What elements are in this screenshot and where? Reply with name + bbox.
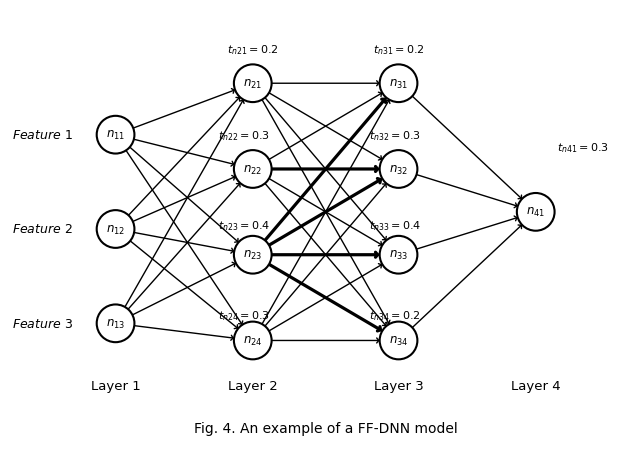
Text: Layer 3: Layer 3 [374, 379, 424, 392]
Text: $t_{{n23}} = 0.4$: $t_{{n23}} = 0.4$ [218, 218, 271, 232]
Circle shape [380, 322, 417, 359]
Circle shape [234, 65, 271, 103]
Text: $n_{13}$: $n_{13}$ [106, 317, 125, 330]
Text: $t_{{n21}} = 0.2$: $t_{{n21}} = 0.2$ [227, 43, 278, 57]
Text: $n_{21}$: $n_{21}$ [243, 78, 262, 90]
Text: $n_{31}$: $n_{31}$ [389, 78, 408, 90]
Text: $n_{32}$: $n_{32}$ [389, 163, 408, 176]
Text: $t_{{n32}} = 0.3$: $t_{{n32}} = 0.3$ [369, 129, 420, 142]
Text: $n_{22}$: $n_{22}$ [243, 163, 262, 176]
Text: $\mathit{Feature\ 3}$: $\mathit{Feature\ 3}$ [12, 317, 73, 330]
Text: $n_{33}$: $n_{33}$ [389, 249, 408, 262]
Text: $\mathit{Feature\ 1}$: $\mathit{Feature\ 1}$ [12, 129, 73, 142]
Text: $n_{41}$: $n_{41}$ [526, 206, 545, 219]
Text: Layer 1: Layer 1 [91, 379, 140, 392]
Text: $n_{34}$: $n_{34}$ [389, 334, 408, 347]
Text: $t_{{n34}} = 0.2$: $t_{{n34}} = 0.2$ [369, 308, 420, 322]
Circle shape [97, 117, 134, 154]
Circle shape [380, 65, 417, 103]
Text: $t_{{n22}} = 0.3$: $t_{{n22}} = 0.3$ [218, 129, 270, 142]
Text: Layer 2: Layer 2 [228, 379, 278, 392]
Circle shape [380, 236, 417, 274]
Circle shape [380, 151, 417, 189]
Text: $t_{{n31}} = 0.2$: $t_{{n31}} = 0.2$ [373, 43, 424, 57]
Text: Layer 4: Layer 4 [511, 379, 561, 392]
Text: $t_{{n24}} = 0.3$: $t_{{n24}} = 0.3$ [218, 308, 270, 322]
Text: $n_{23}$: $n_{23}$ [243, 249, 262, 262]
Text: $n_{12}$: $n_{12}$ [106, 223, 125, 236]
Text: $n_{24}$: $n_{24}$ [243, 334, 262, 347]
Circle shape [234, 322, 271, 359]
Circle shape [97, 211, 134, 248]
Circle shape [234, 151, 271, 189]
Text: $t_{{n33}} = 0.4$: $t_{{n33}} = 0.4$ [369, 218, 420, 232]
Circle shape [517, 194, 555, 231]
Text: $n_{11}$: $n_{11}$ [106, 129, 125, 142]
Text: $\mathit{Feature\ 2}$: $\mathit{Feature\ 2}$ [12, 223, 73, 236]
Text: $t_{{n41}} = 0.3$: $t_{{n41}} = 0.3$ [557, 141, 609, 155]
Circle shape [234, 236, 271, 274]
Circle shape [97, 305, 134, 342]
Text: Fig. 4. An example of a FF-DNN model: Fig. 4. An example of a FF-DNN model [194, 421, 458, 435]
